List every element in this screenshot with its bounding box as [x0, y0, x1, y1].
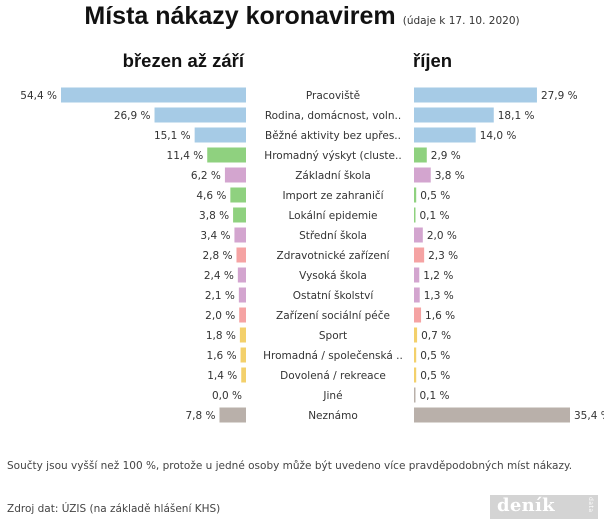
- right-bar: [414, 187, 417, 203]
- butterfly-bar-chart: 54,4 % Pracoviště 27,9 % 26,9 % Rodina, domá…: [20, 87, 604, 423]
- right-bar: [414, 287, 420, 303]
- left-bar: [234, 227, 246, 243]
- category-label: Vysoká škola: [299, 270, 367, 282]
- right-value-label: 35,4 %: [574, 410, 604, 422]
- page-title: Místa nákazy koronavirem: [84, 2, 396, 30]
- right-value-label: 2,3 %: [428, 250, 458, 262]
- left-value-label: 26,9 %: [114, 110, 151, 122]
- right-value-label: 2,0 %: [427, 230, 457, 242]
- right-bar: [414, 87, 537, 103]
- left-bar: [61, 87, 246, 103]
- left-value-label: 6,2 %: [191, 170, 221, 182]
- left-bar: [224, 167, 246, 183]
- right-bar: [414, 227, 423, 243]
- left-bar: [237, 267, 246, 283]
- right-bar: [414, 347, 417, 363]
- category-label: Hromadný výskyt (cluste..: [264, 150, 401, 162]
- right-value-label: 27,9 %: [541, 90, 578, 102]
- right-bar: [414, 207, 416, 223]
- right-value-label: 1,2 %: [423, 270, 453, 282]
- right-value-label: 2,9 %: [431, 150, 461, 162]
- category-label: Dovolená / rekreace: [280, 370, 386, 382]
- left-bar: [194, 127, 246, 143]
- footnote: Součty jsou vyšší než 100 %, protože u j…: [7, 460, 573, 472]
- category-label: Neznámo: [308, 410, 358, 422]
- right-bar: [414, 367, 417, 383]
- right-value-label: 3,8 %: [435, 170, 465, 182]
- left-bar: [240, 347, 246, 363]
- right-bar: [414, 167, 431, 183]
- logo-background: [490, 495, 598, 519]
- right-bar: [414, 327, 418, 343]
- left-value-label: 1,4 %: [207, 370, 237, 382]
- category-label: Ostatní školství: [293, 290, 375, 302]
- category-label: Základní škola: [295, 170, 371, 182]
- category-label: Import ze zahraničí: [282, 190, 384, 202]
- right-value-label: 14,0 %: [480, 130, 517, 142]
- left-value-label: 15,1 %: [154, 130, 191, 142]
- right-bar: [414, 107, 494, 123]
- category-label: Zařízení sociální péče: [276, 310, 390, 322]
- source-note: Zdroj dat: ÚZIS (na základě hlášení KHS): [7, 503, 221, 515]
- left-bar: [238, 287, 246, 303]
- left-panel-heading: březen až září: [122, 50, 244, 71]
- page-subtitle: (údaje k 17. 10. 2020): [402, 15, 520, 27]
- left-bar: [154, 107, 246, 123]
- right-bar: [414, 147, 427, 163]
- left-value-label: 3,8 %: [199, 210, 229, 222]
- left-bar: [219, 407, 246, 423]
- right-bar: [414, 247, 425, 263]
- right-panel-heading: říjen: [413, 50, 453, 71]
- category-label: Pracoviště: [306, 90, 360, 102]
- left-value-label: 2,8 %: [202, 250, 232, 262]
- category-label: Střední škola: [299, 230, 367, 242]
- category-label: Běžné aktivity bez upřes..: [265, 130, 401, 142]
- right-value-label: 1,6 %: [425, 310, 455, 322]
- left-bar: [236, 247, 246, 263]
- logo-wordmark: deník: [497, 495, 555, 516]
- left-value-label: 54,4 %: [20, 90, 57, 102]
- right-bar: [414, 267, 420, 283]
- left-value-label: 0,0 %: [212, 390, 242, 402]
- category-label: Zdravotnické zařízení: [277, 250, 391, 262]
- right-value-label: 0,1 %: [420, 390, 450, 402]
- right-value-label: 1,3 %: [424, 290, 454, 302]
- left-bar: [239, 307, 246, 323]
- category-label: Jiné: [322, 390, 342, 402]
- left-bar: [241, 367, 246, 383]
- title-block: Místa nákazy koronavirem (údaje k 17. 10…: [0, 2, 604, 31]
- left-value-label: 4,6 %: [196, 190, 226, 202]
- left-bar: [230, 187, 246, 203]
- denik-logo: deník data: [490, 495, 598, 519]
- right-bar: [414, 387, 416, 403]
- left-value-label: 2,0 %: [205, 310, 235, 322]
- right-value-label: 0,1 %: [420, 210, 450, 222]
- left-bar: [207, 147, 246, 163]
- right-bar: [414, 407, 570, 423]
- left-bar: [233, 207, 246, 223]
- left-value-label: 1,8 %: [206, 330, 236, 342]
- logo-subtext: data: [587, 497, 594, 513]
- left-bar: [239, 327, 246, 343]
- category-label: Sport: [319, 330, 347, 342]
- right-value-label: 0,7 %: [421, 330, 451, 342]
- right-value-label: 0,5 %: [420, 350, 450, 362]
- right-value-label: 0,5 %: [420, 190, 450, 202]
- category-label: Rodina, domácnost, voln..: [265, 110, 401, 122]
- right-value-label: 0,5 %: [420, 370, 450, 382]
- left-value-label: 2,4 %: [204, 270, 234, 282]
- category-label: Lokální epidemie: [288, 210, 377, 222]
- right-bar: [414, 307, 422, 323]
- right-bar: [414, 127, 476, 143]
- left-value-label: 2,1 %: [205, 290, 235, 302]
- category-label: Hromadná / společenská ..: [263, 350, 403, 362]
- right-value-label: 18,1 %: [498, 110, 535, 122]
- left-value-label: 11,4 %: [167, 150, 204, 162]
- left-value-label: 7,8 %: [185, 410, 215, 422]
- left-value-label: 3,4 %: [200, 230, 230, 242]
- left-value-label: 1,6 %: [207, 350, 237, 362]
